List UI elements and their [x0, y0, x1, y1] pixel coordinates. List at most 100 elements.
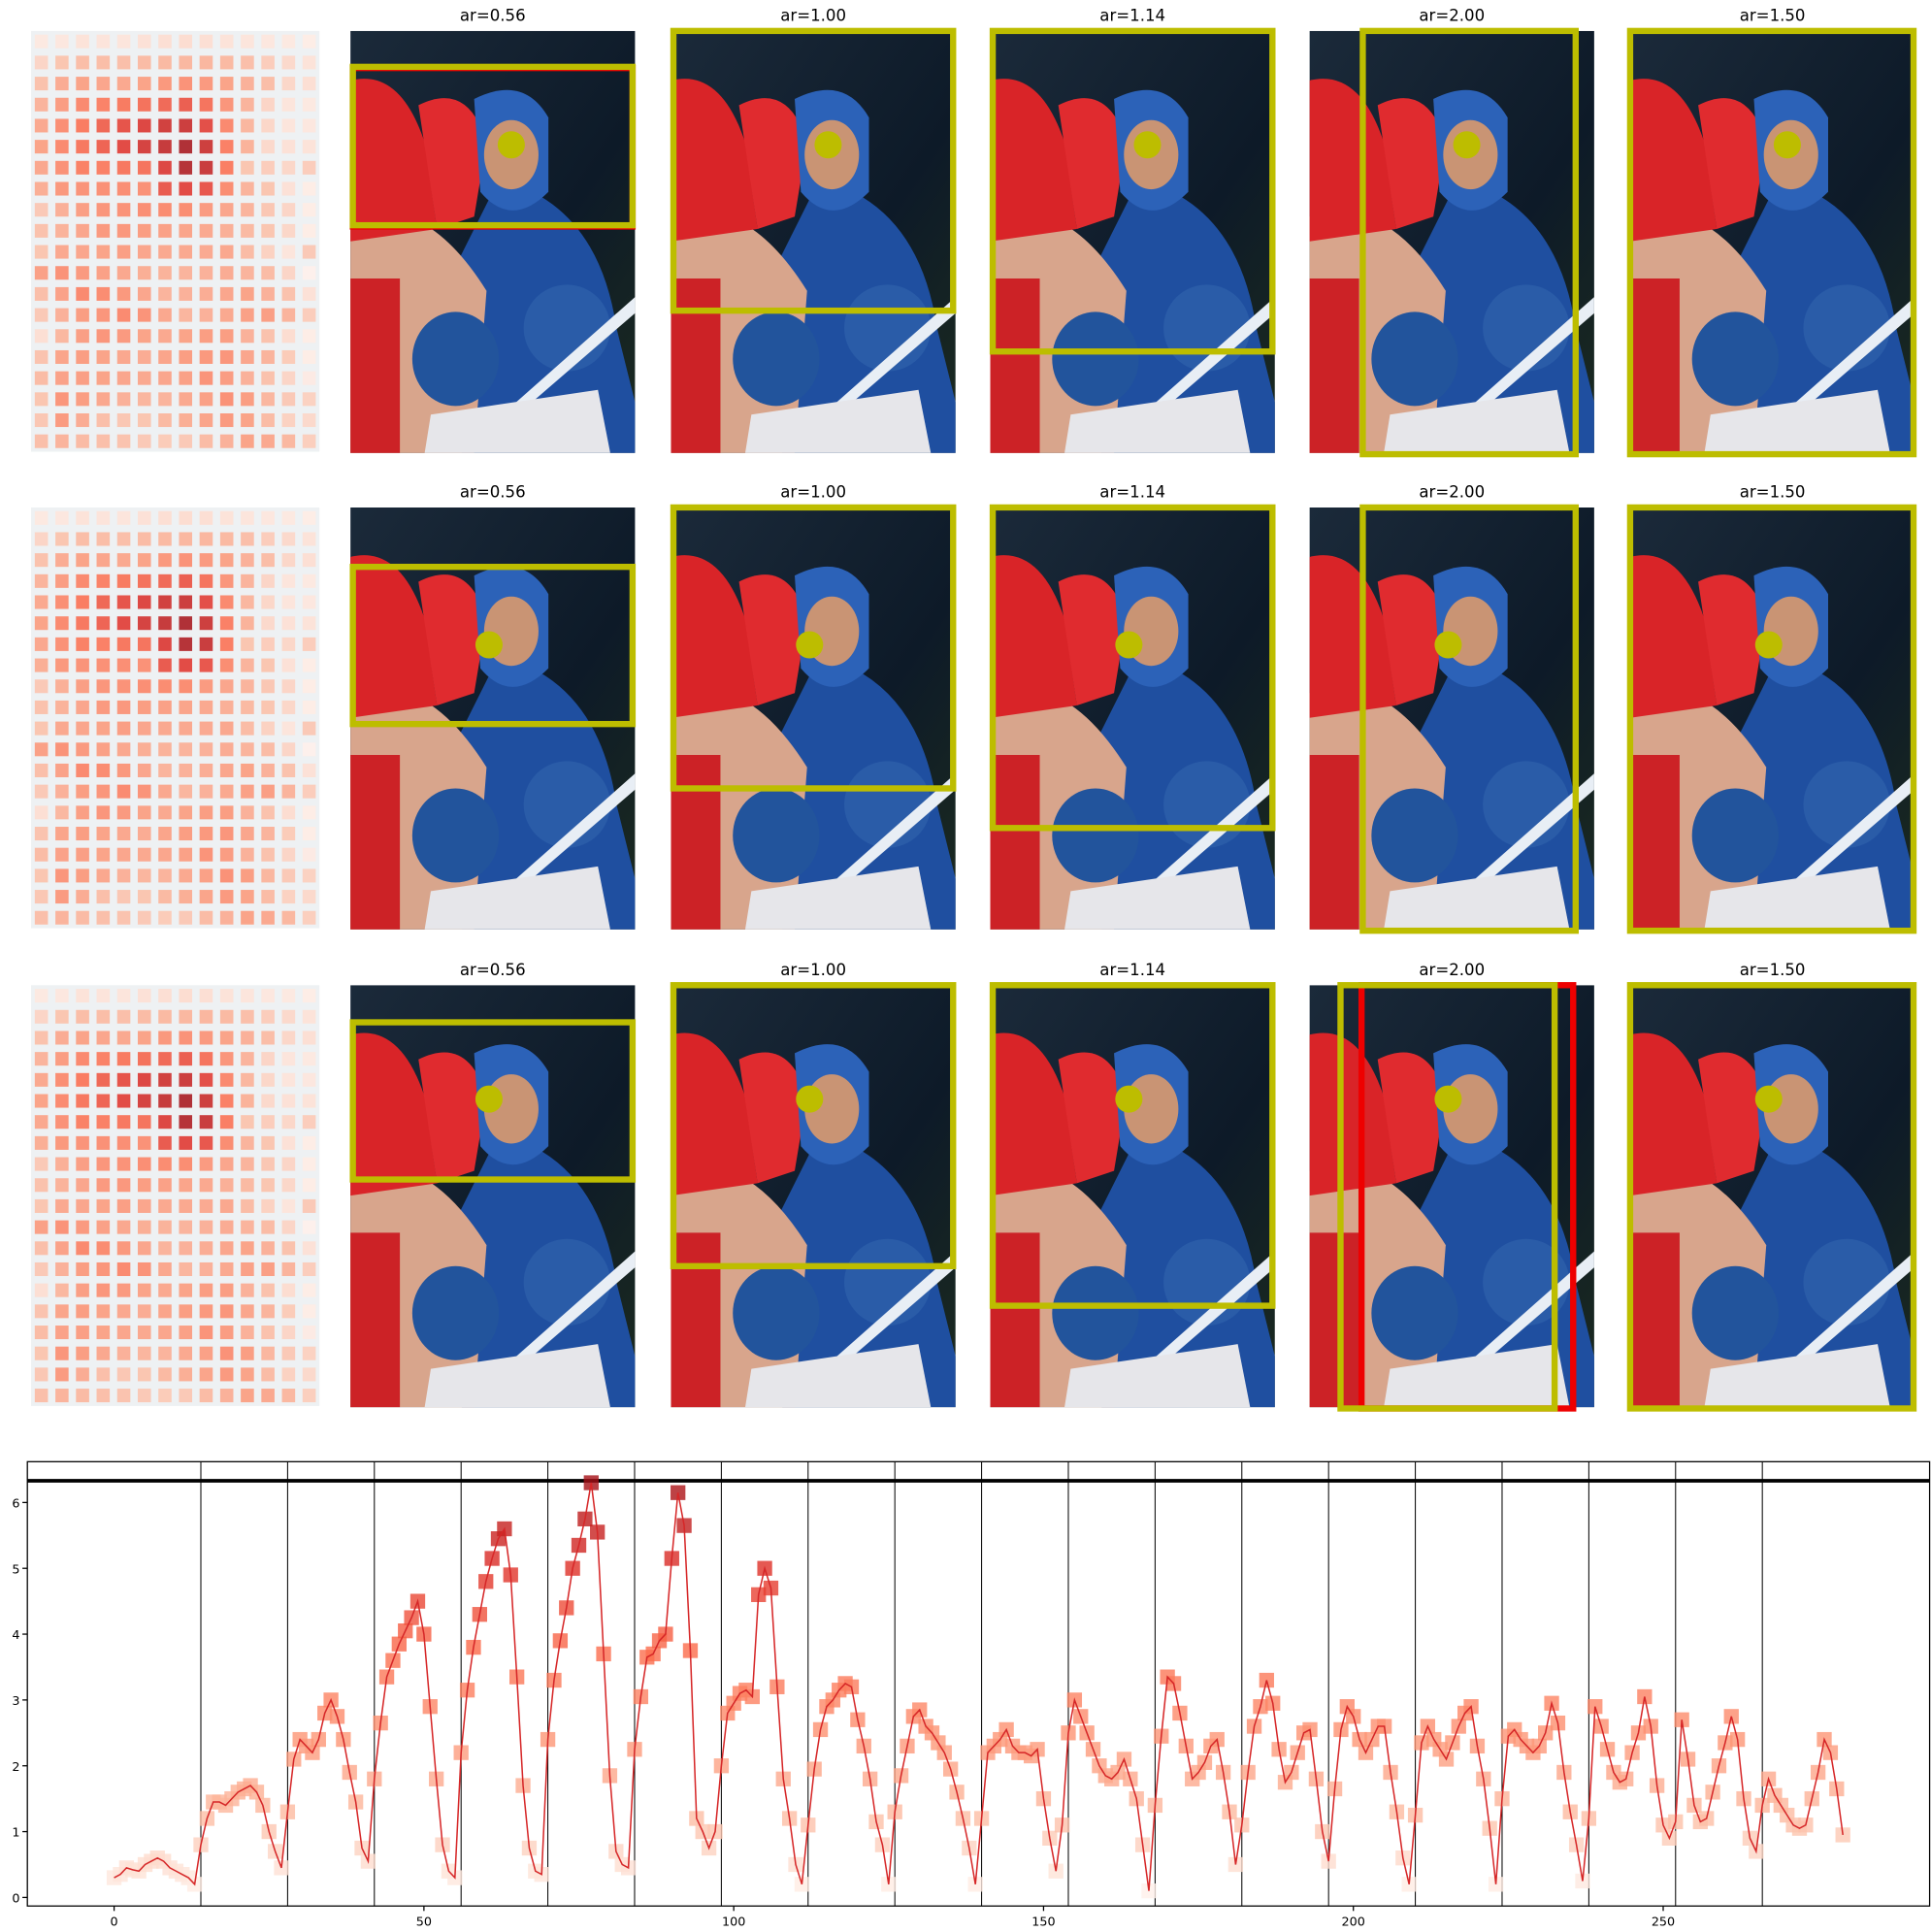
photo [990, 507, 1275, 930]
heatmap-cell [199, 890, 213, 904]
panel-title: ar=0.56 [460, 961, 526, 979]
heatmap-cell [241, 868, 254, 883]
photo-panel: ar=1.50 [1626, 961, 1917, 1412]
heatmap-cell [137, 532, 151, 546]
panel-title: ar=1.14 [1099, 483, 1165, 502]
heatmap-cell [302, 532, 316, 546]
heatmap-cell [34, 160, 49, 175]
photo-panel: ar=0.56 [349, 961, 637, 1408]
heatmap-cell [34, 223, 49, 238]
heatmap [31, 507, 320, 929]
heatmap-cell [241, 160, 254, 175]
heatmap-cell [34, 1198, 49, 1213]
heatmap-cell [302, 910, 316, 925]
heatmap-cell [199, 679, 213, 694]
heatmap-cell [199, 413, 213, 428]
heatmap-cell [96, 1304, 111, 1319]
heatmap-cell [199, 658, 213, 672]
heatmap-cell [158, 1367, 172, 1382]
heatmap-cell [199, 1157, 213, 1171]
heatmap-cell [241, 847, 254, 862]
heatmap-cell [137, 910, 151, 925]
heatmap-cell [199, 637, 213, 651]
heatmap-cell [302, 140, 316, 154]
heatmap-cell [158, 1052, 172, 1066]
heatmap-cell [281, 637, 296, 651]
heatmap-cell [55, 510, 69, 525]
heatmap-cell [158, 742, 172, 757]
heatmap-cell [219, 1367, 234, 1382]
heatmap-cell [34, 1326, 49, 1340]
heatmap-cell [261, 1135, 275, 1150]
heatmap-cell [96, 616, 111, 631]
crop-box [989, 27, 1276, 355]
heatmap-cell [158, 868, 172, 883]
photo [1309, 507, 1594, 930]
heatmap-cell [137, 868, 151, 883]
heatmap-cell [96, 1052, 111, 1066]
heatmap-cell [158, 679, 172, 694]
heatmap-cell [116, 1198, 131, 1213]
heatmap-cell [302, 203, 316, 217]
heatmap-cell [281, 1052, 296, 1066]
heatmap-cell [302, 413, 316, 428]
heatmap-cell [116, 1367, 131, 1382]
heatmap-cell [179, 1178, 193, 1193]
heatmap-cell [179, 827, 193, 841]
heatmap-cell [55, 721, 69, 736]
line-chart: 0 50 100 150 200 250 0 1 2 3 4 5 6 [12, 1460, 1931, 1930]
heatmap-cell [261, 573, 275, 588]
heatmap-cell [34, 847, 49, 862]
heatmap-cell [302, 223, 316, 238]
crop-box [349, 1019, 637, 1183]
heatmap-cell [137, 55, 151, 70]
heatmap-cell [219, 1346, 234, 1360]
heatmap-cell [302, 97, 316, 112]
heatmap-cell [179, 1283, 193, 1297]
heatmap-cell [76, 573, 89, 588]
heatmap-cell [219, 1072, 234, 1087]
heatmap-cell [76, 1389, 89, 1403]
heatmap-cell [55, 286, 69, 301]
photo [990, 30, 1275, 453]
heatmap-cell [302, 349, 316, 364]
heatmap-cell [116, 286, 131, 301]
heatmap-cell [116, 742, 131, 757]
heatmap-cell [241, 181, 254, 196]
heatmap-cell [137, 118, 151, 133]
heatmap-cell [137, 34, 151, 49]
heatmap-cell [158, 223, 172, 238]
heatmap-cell [281, 805, 296, 820]
photo-panel: ar=0.56 [349, 483, 637, 930]
heatmap-cell [158, 55, 172, 70]
heatmap-cell [76, 742, 89, 757]
heatmap-cell [261, 371, 275, 385]
heatmap-cell [219, 223, 234, 238]
heatmap-cell [96, 1261, 111, 1277]
heatmap-cell [199, 532, 213, 546]
heatmap-cell [302, 679, 316, 694]
photo-panel: ar=2.00 [1309, 483, 1594, 934]
heatmap-cell [137, 181, 151, 196]
panel-title: ar=2.00 [1419, 7, 1485, 25]
heatmap-cell [55, 868, 69, 883]
heatmap-cell [261, 532, 275, 546]
heatmap-cell [76, 805, 89, 820]
heatmap-cell [96, 181, 111, 196]
heatmap-cell [241, 203, 254, 217]
heatmap-cell [158, 553, 172, 568]
heatmap-cell [241, 763, 254, 777]
heatmap-cell [116, 989, 131, 1003]
heatmap-cell [179, 1261, 193, 1277]
heatmap-cell [116, 1283, 131, 1297]
heatmap-cell [179, 1220, 193, 1234]
heatmap [31, 985, 320, 1406]
heatmap-cell [261, 679, 275, 694]
heatmap-cell [219, 868, 234, 883]
heatmap-cell [76, 434, 89, 448]
heatmap-cell [137, 329, 151, 344]
photo-panel: ar=1.00 [670, 7, 957, 453]
heatmap-cell [199, 1220, 213, 1234]
heatmap-cell [302, 1009, 316, 1024]
heatmap-cell [199, 1304, 213, 1319]
